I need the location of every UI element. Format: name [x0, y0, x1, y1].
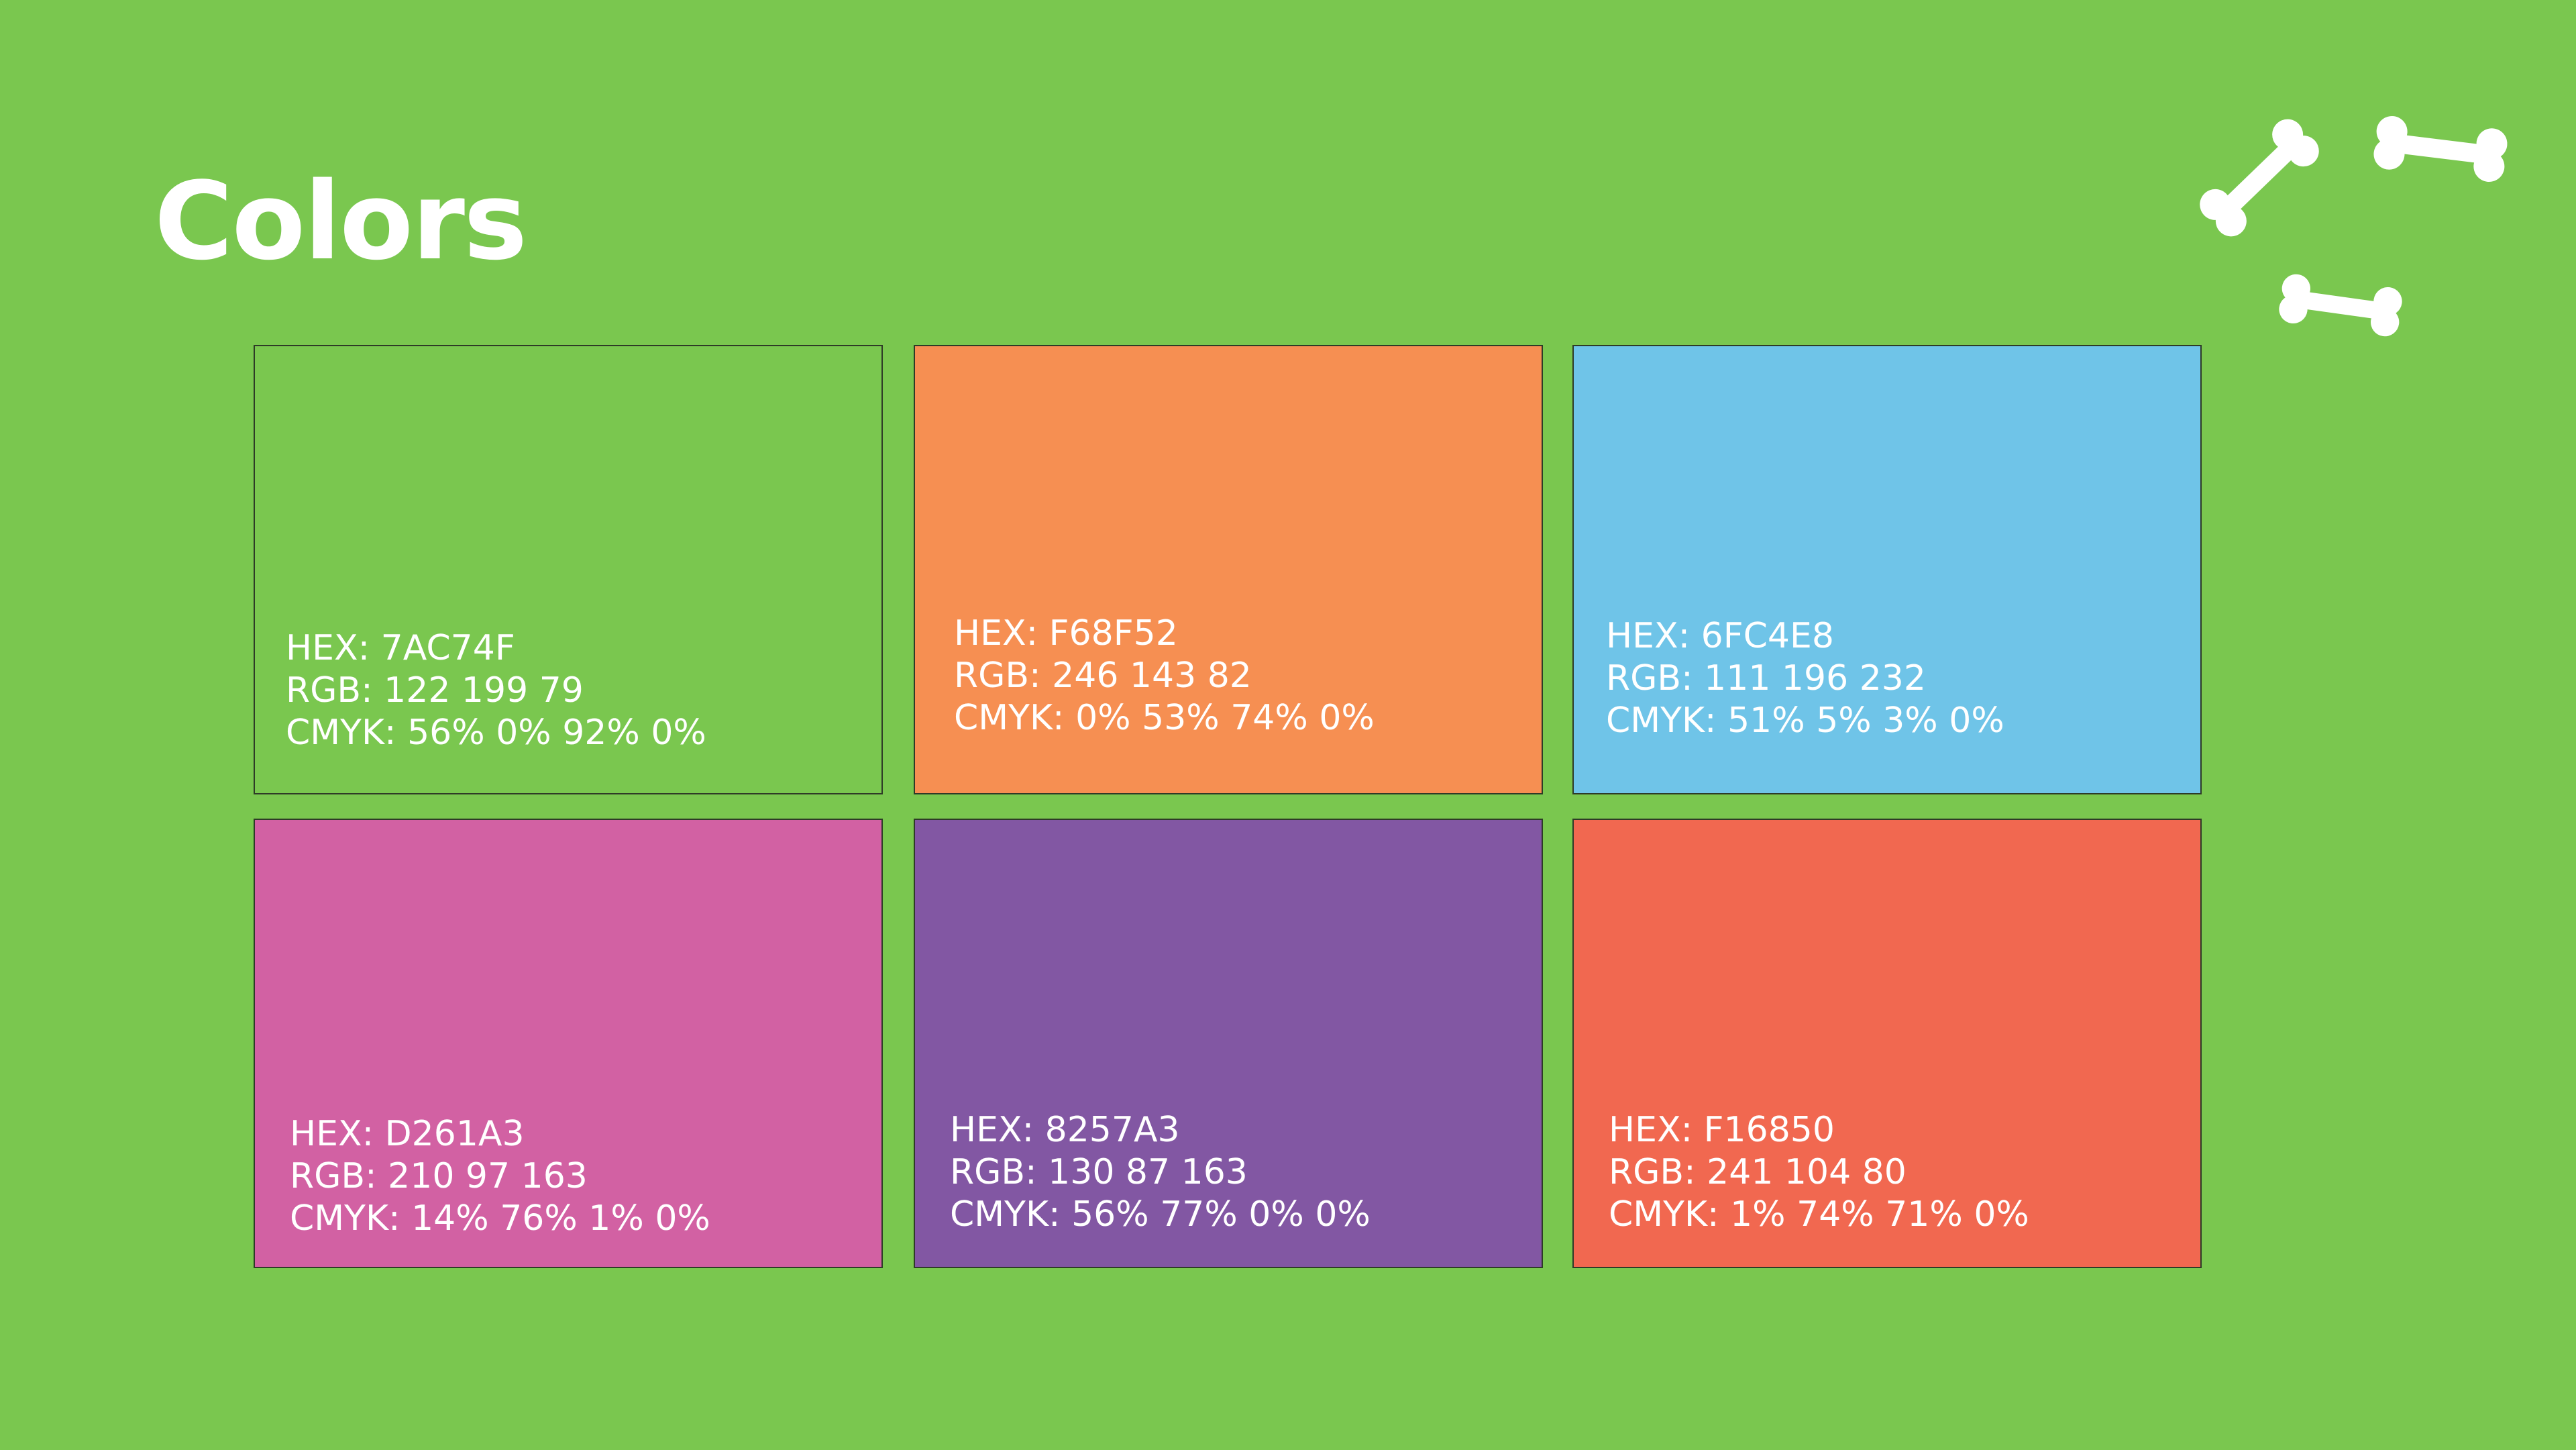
- hex-label: HEX: F16850: [1609, 1110, 1835, 1150]
- bone-icon: [2277, 272, 2404, 338]
- rgb-label: RGB: 111 196 232: [1606, 658, 1926, 698]
- cmyk-label: CMYK: 1% 74% 71% 0%: [1609, 1194, 2029, 1235]
- swatch-info: HEX: D261A3 RGB: 210 97 163 CMYK: 14% 76…: [290, 1113, 710, 1240]
- page-title: Colors: [154, 158, 527, 284]
- swatch-info: HEX: 6FC4E8 RGB: 111 196 232 CMYK: 51% 5…: [1606, 615, 2004, 742]
- cmyk-label: CMYK: 56% 77% 0% 0%: [950, 1194, 1371, 1235]
- hex-label: HEX: 8257A3: [950, 1110, 1180, 1150]
- bones-decoration: [2174, 101, 2536, 356]
- swatch-pink: HEX: D261A3 RGB: 210 97 163 CMYK: 14% 76…: [254, 819, 883, 1268]
- bone-icon: [2193, 113, 2326, 243]
- cmyk-label: CMYK: 51% 5% 3% 0%: [1606, 701, 2004, 741]
- swatch-info: HEX: 7AC74F RGB: 122 199 79 CMYK: 56% 0%…: [286, 627, 706, 754]
- rgb-label: RGB: 246 143 82: [954, 656, 1252, 696]
- swatch-red: HEX: F16850 RGB: 241 104 80 CMYK: 1% 74%…: [1572, 819, 2202, 1268]
- hex-label: HEX: 6FC4E8: [1606, 616, 1834, 656]
- bone-icon: [2371, 114, 2510, 184]
- swatch-info: HEX: 8257A3 RGB: 130 87 163 CMYK: 56% 77…: [950, 1109, 1371, 1236]
- rgb-label: RGB: 241 104 80: [1609, 1152, 1907, 1192]
- cmyk-label: CMYK: 0% 53% 74% 0%: [954, 698, 1375, 738]
- swatch-green: HEX: 7AC74F RGB: 122 199 79 CMYK: 56% 0%…: [254, 345, 883, 794]
- swatch-info: HEX: F16850 RGB: 241 104 80 CMYK: 1% 74%…: [1609, 1109, 2029, 1236]
- cmyk-label: CMYK: 14% 76% 1% 0%: [290, 1198, 710, 1239]
- swatch-info: HEX: F68F52 RGB: 246 143 82 CMYK: 0% 53%…: [954, 613, 1375, 739]
- hex-label: HEX: D261A3: [290, 1114, 525, 1154]
- swatch-blue: HEX: 6FC4E8 RGB: 111 196 232 CMYK: 51% 5…: [1572, 345, 2202, 794]
- hex-label: HEX: F68F52: [954, 613, 1178, 654]
- rgb-label: RGB: 122 199 79: [286, 670, 584, 711]
- hex-label: HEX: 7AC74F: [286, 628, 515, 668]
- rgb-label: RGB: 210 97 163: [290, 1156, 588, 1196]
- swatch-purple: HEX: 8257A3 RGB: 130 87 163 CMYK: 56% 77…: [914, 819, 1543, 1268]
- cmyk-label: CMYK: 56% 0% 92% 0%: [286, 713, 706, 753]
- rgb-label: RGB: 130 87 163: [950, 1152, 1248, 1192]
- swatch-orange: HEX: F68F52 RGB: 246 143 82 CMYK: 0% 53%…: [914, 345, 1543, 794]
